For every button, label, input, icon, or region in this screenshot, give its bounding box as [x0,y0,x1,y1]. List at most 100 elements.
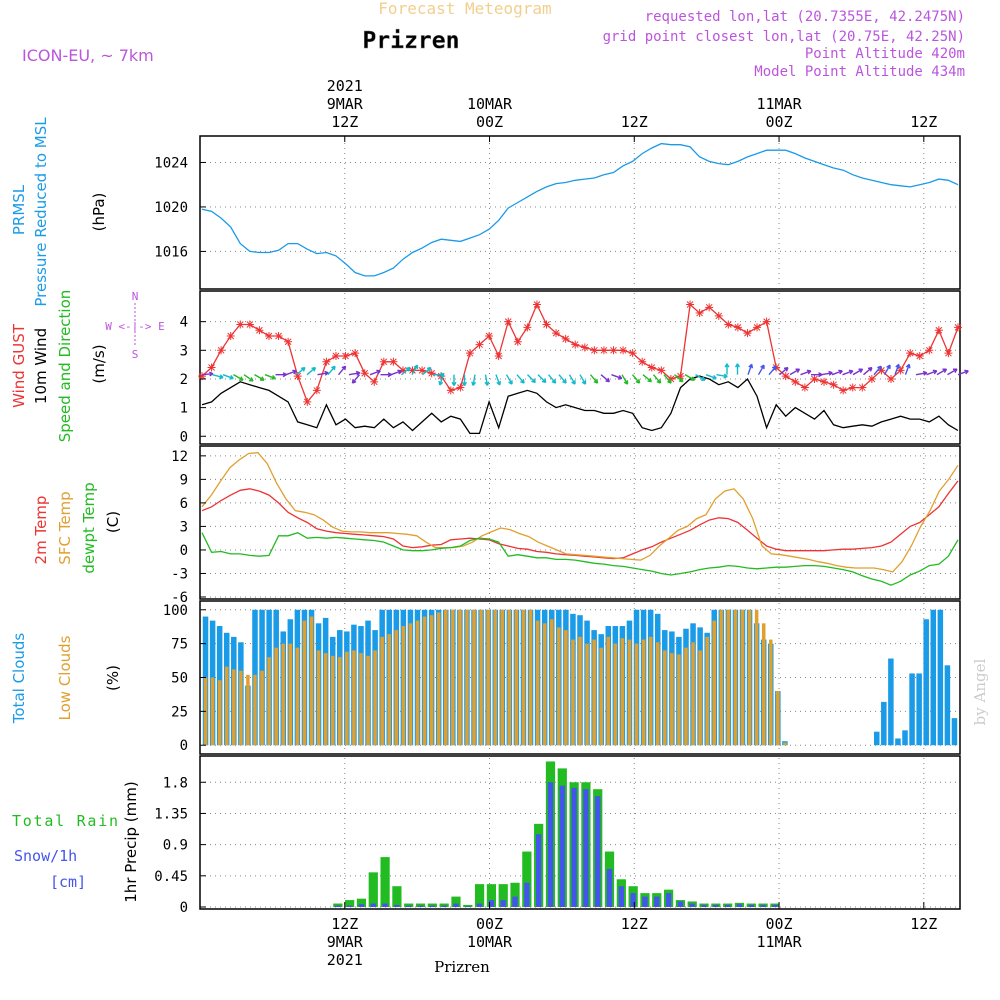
wind-series-wind-gust-marker [714,311,723,320]
clouds-bar-low-clouds [542,623,547,746]
wind-series-wind-gust-point [609,346,618,355]
wind-series-wind-gust-marker [351,349,360,358]
wind-direction-arrow [663,374,672,384]
wind-direction-arrow [894,363,901,375]
clouds-bar-low-clouds [698,650,702,746]
precip-bar-snow-1h [512,896,518,907]
clouds-bar-low-clouds [260,670,264,746]
precip-bar-total-rain [427,903,437,907]
clouds-bar-total-clouds [902,730,908,746]
wind-series-wind-gust-marker [561,334,570,343]
clouds-bar-low-clouds [719,609,724,746]
wind-series-wind-gust-point [820,377,829,386]
wind-arrow-shape [883,364,891,376]
wind-arrow-shape [663,374,672,384]
wind-direction-arrow [926,369,938,376]
wind-series-wind-gust-point [456,383,465,392]
clouds-bar-low-clouds [726,609,731,746]
wind-series-wind-gust-point [245,320,254,329]
wind-direction-arrow [904,363,911,375]
clouds-bar-low-clouds [246,674,250,746]
footer-location: Prizren [434,958,490,976]
wind-series-wind-gust-point [398,366,407,375]
wind-series-wind-gust-marker [666,374,675,383]
clouds-bar-low-clouds [224,666,229,746]
clouds-bar-low-clouds [564,630,568,746]
wind-series-wind-gust-point [944,349,953,358]
wind-label-gust: Wind GUST [10,323,28,408]
wind-series-wind-gust-marker [686,300,695,309]
wind-series-wind-gust-marker [580,343,589,352]
clouds-bar-low-clouds [528,609,533,746]
clouds-bar-total-clouds [923,619,929,746]
precip-bar-snow-1h [665,893,672,907]
precip-bar-snow-1h [713,904,719,907]
wind-direction-arrow [842,369,854,376]
clouds-bar-low-clouds [585,643,589,746]
precip-bar-snow-1h [736,904,743,907]
wind-series-wind-gust-marker [619,346,628,355]
wind-series-wind-gust-marker [207,363,216,372]
temperature-series-dewpt-temp-line [201,531,959,586]
clouds-bar-low-clouds [387,634,391,746]
wind-direction-arrow [883,364,891,376]
wind-direction-arrow [369,369,381,376]
clouds-bar-low-clouds [479,609,483,746]
wind-arrow-shape [589,374,599,384]
precip-bar-snow-1h [571,787,577,907]
precip-bar-snow-1h [535,834,542,907]
wind-series-wind-gust-marker [312,386,321,395]
wind-direction-arrow [873,365,882,376]
wind-direction-arrow [631,374,641,384]
wind-arrow-shape [705,374,717,380]
wind-series-wind-gust-marker [896,366,905,375]
precip-bar-snow-1h [772,904,778,907]
precip-bar-snow-1h [606,868,613,907]
wind-direction-arrow [652,374,662,384]
wind-series-wind-gust-marker [322,357,331,366]
top-time-axis-label: 12Z [331,113,358,131]
wind-arrow-shape [212,373,224,380]
wind-series-wind-gust-marker [590,346,599,355]
wind-series-wind-gust-point [408,366,417,375]
temperature-ytick-label: 9 [180,472,188,488]
precip-bar-snow-1h [370,903,376,907]
wind-arrow-shape [600,374,611,383]
precip-bar-snow-1h [441,905,447,907]
wind-series-wind-gust-point [284,337,293,346]
temp-label-2m: 2m Temp [32,496,50,565]
wind-series-wind-gust-point [418,366,427,375]
wind-series-wind-gust-marker [724,320,733,329]
clouds-bar-low-clouds [352,650,356,746]
wind-arrow-shape [401,366,411,376]
clouds-unit: (%) [104,665,122,691]
compass-north: N [132,290,139,303]
wind-arrow-shape [516,374,525,384]
wind-series-wind-gust-point [724,320,733,329]
temperature-ytick-label: 0 [180,543,188,559]
wind-series-wind-gust-point [552,329,561,338]
wind-series-wind-gust-marker [954,323,962,332]
clouds-bar-low-clouds [295,647,300,746]
wind-series-wind-gust-point [829,380,838,389]
wind-series-wind-gust-marker [370,377,379,386]
compass-south: S [132,348,139,361]
clouds-bar-low-clouds [500,609,505,746]
wind-ytick-label: 4 [180,315,188,331]
wind-series-wind-gust-marker [245,320,254,329]
top-time-axis-label: 12Z [910,113,937,131]
clouds-bar-low-clouds [338,657,342,746]
wind-direction-arrow [611,374,623,380]
precip-bar-total-rain [463,904,473,907]
wind-arrow-shape [527,374,536,384]
wind-series-wind-gust-marker [944,349,953,358]
precip-bar-total-rain [392,886,402,907]
wind-direction-arrow [716,373,728,379]
wind-arrow-shape [811,372,823,378]
wind-series-wind-gust-point [312,386,321,395]
clouds-bar-total-clouds [881,701,887,746]
wind-ytick-label: 3 [180,343,188,359]
wind-direction-arrow [579,374,587,385]
wind-series-wind-gust-point [389,357,398,366]
wind-series-wind-gust-marker [274,331,283,340]
